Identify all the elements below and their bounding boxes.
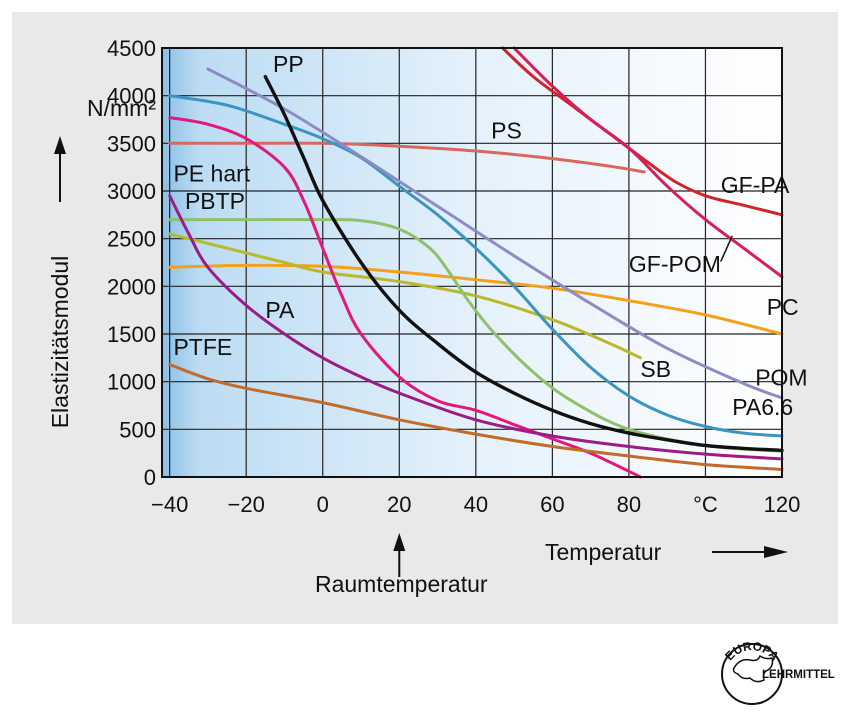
curve-ps — [168, 141, 646, 174]
y-tick-label: 2000 — [107, 274, 156, 299]
y-tick-labels: 0 500 1000 1500 2000 2500 3000 3500 4000 4500 — [107, 36, 156, 490]
modulus-chart: −40 −20 0 20 40 60 80 °C 120 0 500 1000 1500 2000 250… — [47, 36, 808, 597]
room-temperature-arrow — [393, 533, 406, 577]
curve-label-pc: PC — [767, 294, 799, 320]
x-tick-label: 80 — [617, 492, 641, 517]
curve-label-ps: PS — [491, 118, 522, 144]
y-tick-label: 4000 — [107, 84, 156, 109]
y-tick-label: 3000 — [107, 179, 156, 204]
y-tick-label: 2500 — [107, 227, 156, 252]
curve-pe-hart — [168, 116, 642, 479]
curve-sb — [168, 232, 642, 360]
curve-gf-pom — [512, 46, 784, 279]
plot-area — [162, 48, 782, 477]
y-tick-label: 1500 — [107, 322, 156, 347]
curve-pc — [168, 263, 784, 336]
y-axis-arrow — [54, 136, 66, 202]
x-tick-label: 120 — [764, 492, 801, 517]
curve-label-pa6-6: PA6.6 — [732, 394, 793, 420]
y-unit: N/mm² — [87, 95, 156, 121]
x-tick-label: 0 — [317, 492, 329, 517]
logo-bottom-text: LEHRMITTEL — [762, 669, 835, 681]
x-tick-labels: −40 −20 0 20 40 60 80 °C 120 — [151, 492, 800, 517]
curve-pom — [206, 67, 784, 400]
curve-label-gf-pa: GF-PA — [721, 172, 790, 198]
plot-frame — [161, 47, 783, 478]
chart-panel: −40 −20 0 20 40 60 80 °C 120 0 500 1000 1500 2000 250… — [12, 12, 838, 624]
curve-label-pa: PA — [265, 297, 295, 323]
curve-label-sb: SB — [640, 356, 671, 382]
europa-lehrmittel-logo: EUROPA LEHRMITTEL — [721, 639, 835, 705]
curve-label-gf-pom: GF-POM — [629, 251, 721, 277]
room-temperature-label: Raumtemperatur — [315, 571, 488, 597]
curve-label-ptfe: PTFE — [173, 334, 232, 360]
curve-pp — [263, 74, 784, 452]
x-tick-label: °C — [693, 492, 718, 517]
curves — [168, 46, 784, 479]
y-tick-label: 3500 — [107, 131, 156, 156]
curve-label-pbtp: PBTP — [185, 188, 245, 214]
x-tick-label: 20 — [387, 492, 411, 517]
curve-pa — [168, 194, 784, 461]
x-tick-label: −20 — [228, 492, 265, 517]
curve-ptfe — [168, 363, 784, 471]
curve-label-pp: PP — [273, 51, 304, 77]
x-tick-label: 40 — [464, 492, 488, 517]
curve-label-pom: POM — [755, 364, 807, 390]
y-tick-label: 1000 — [107, 370, 156, 395]
curve-pa6-6 — [168, 94, 784, 438]
y-tick-label: 500 — [119, 417, 156, 442]
x-axis-label: Temperatur — [545, 539, 662, 565]
curve-gf-pa — [501, 46, 784, 217]
gf-pom-leader-line — [720, 235, 733, 262]
y-tick-label: 4500 — [107, 36, 156, 61]
curve-label-pe-hart: PE hart — [173, 160, 250, 186]
y-tick-label: 0 — [144, 465, 156, 490]
x-tick-label: 60 — [540, 492, 564, 517]
y-axis-label: Elastizitätsmodul — [47, 256, 73, 429]
x-axis-arrow — [712, 546, 788, 558]
x-tick-label: −40 — [151, 492, 188, 517]
curve-pbtp — [168, 218, 784, 453]
